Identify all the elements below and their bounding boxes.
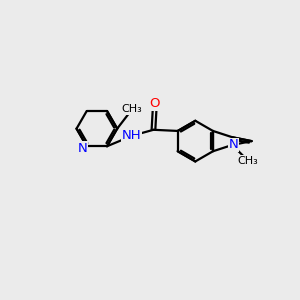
- Text: CH₃: CH₃: [237, 156, 258, 166]
- Text: CH₃: CH₃: [121, 104, 142, 115]
- Text: O: O: [149, 98, 160, 110]
- Text: N: N: [78, 142, 87, 155]
- Text: NH: NH: [122, 129, 141, 142]
- Text: N: N: [229, 139, 238, 152]
